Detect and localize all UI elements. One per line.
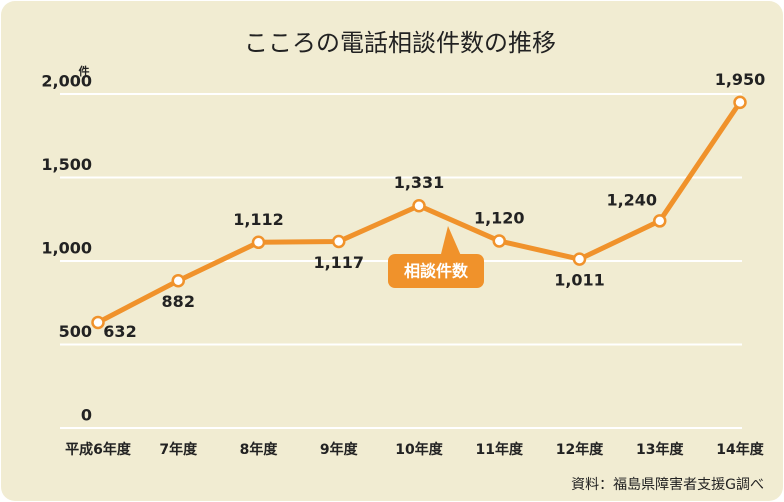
x-tick-label: 14年度 bbox=[716, 441, 764, 458]
source-note: 資料：福島県障害者支援G調べ bbox=[571, 477, 764, 493]
data-label: 1,117 bbox=[313, 253, 364, 272]
point bbox=[412, 198, 426, 213]
point bbox=[91, 315, 105, 330]
x-tick-label: 11年度 bbox=[476, 441, 524, 458]
point bbox=[251, 235, 266, 250]
point bbox=[492, 234, 506, 248]
data-label: 1,112 bbox=[233, 210, 284, 229]
point bbox=[572, 252, 587, 266]
y-tick-label: 1,500 bbox=[41, 155, 92, 174]
data-label: 632 bbox=[103, 322, 136, 341]
y-tick-label: 500 bbox=[59, 322, 92, 341]
callout-box bbox=[388, 254, 484, 288]
point bbox=[733, 95, 747, 110]
point bbox=[171, 273, 185, 288]
y-unit: 件 bbox=[79, 64, 90, 78]
legend-label: 相談件数 bbox=[404, 262, 469, 281]
point bbox=[332, 234, 346, 249]
y-tick-label: 2,000 bbox=[41, 72, 92, 91]
data-label: 1,240 bbox=[606, 190, 657, 209]
y-tick-label: 0 bbox=[81, 406, 92, 425]
series-callout: 相談件数 bbox=[388, 226, 484, 288]
y-tick-label: 1,000 bbox=[41, 239, 92, 258]
data-label: 1,120 bbox=[474, 208, 525, 227]
data-label: 1,011 bbox=[554, 271, 605, 290]
callout-pointer bbox=[440, 226, 462, 258]
x-tick-label: 平成6年度 bbox=[65, 441, 132, 458]
x-tick-label: 12年度 bbox=[556, 441, 604, 458]
x-tick-label: 9年度 bbox=[320, 441, 359, 458]
x-tick-label: 7年度 bbox=[159, 441, 198, 458]
data-label: 1,331 bbox=[394, 173, 445, 192]
x-tick-label: 13年度 bbox=[636, 441, 684, 458]
x-tick-label: 10年度 bbox=[395, 441, 443, 458]
data-label: 1,950 bbox=[715, 70, 766, 89]
point bbox=[653, 214, 667, 228]
data-label: 882 bbox=[162, 292, 195, 311]
x-tick-label: 8年度 bbox=[240, 441, 279, 458]
chart-title: こころの電話相談件数の推移 bbox=[244, 29, 556, 57]
